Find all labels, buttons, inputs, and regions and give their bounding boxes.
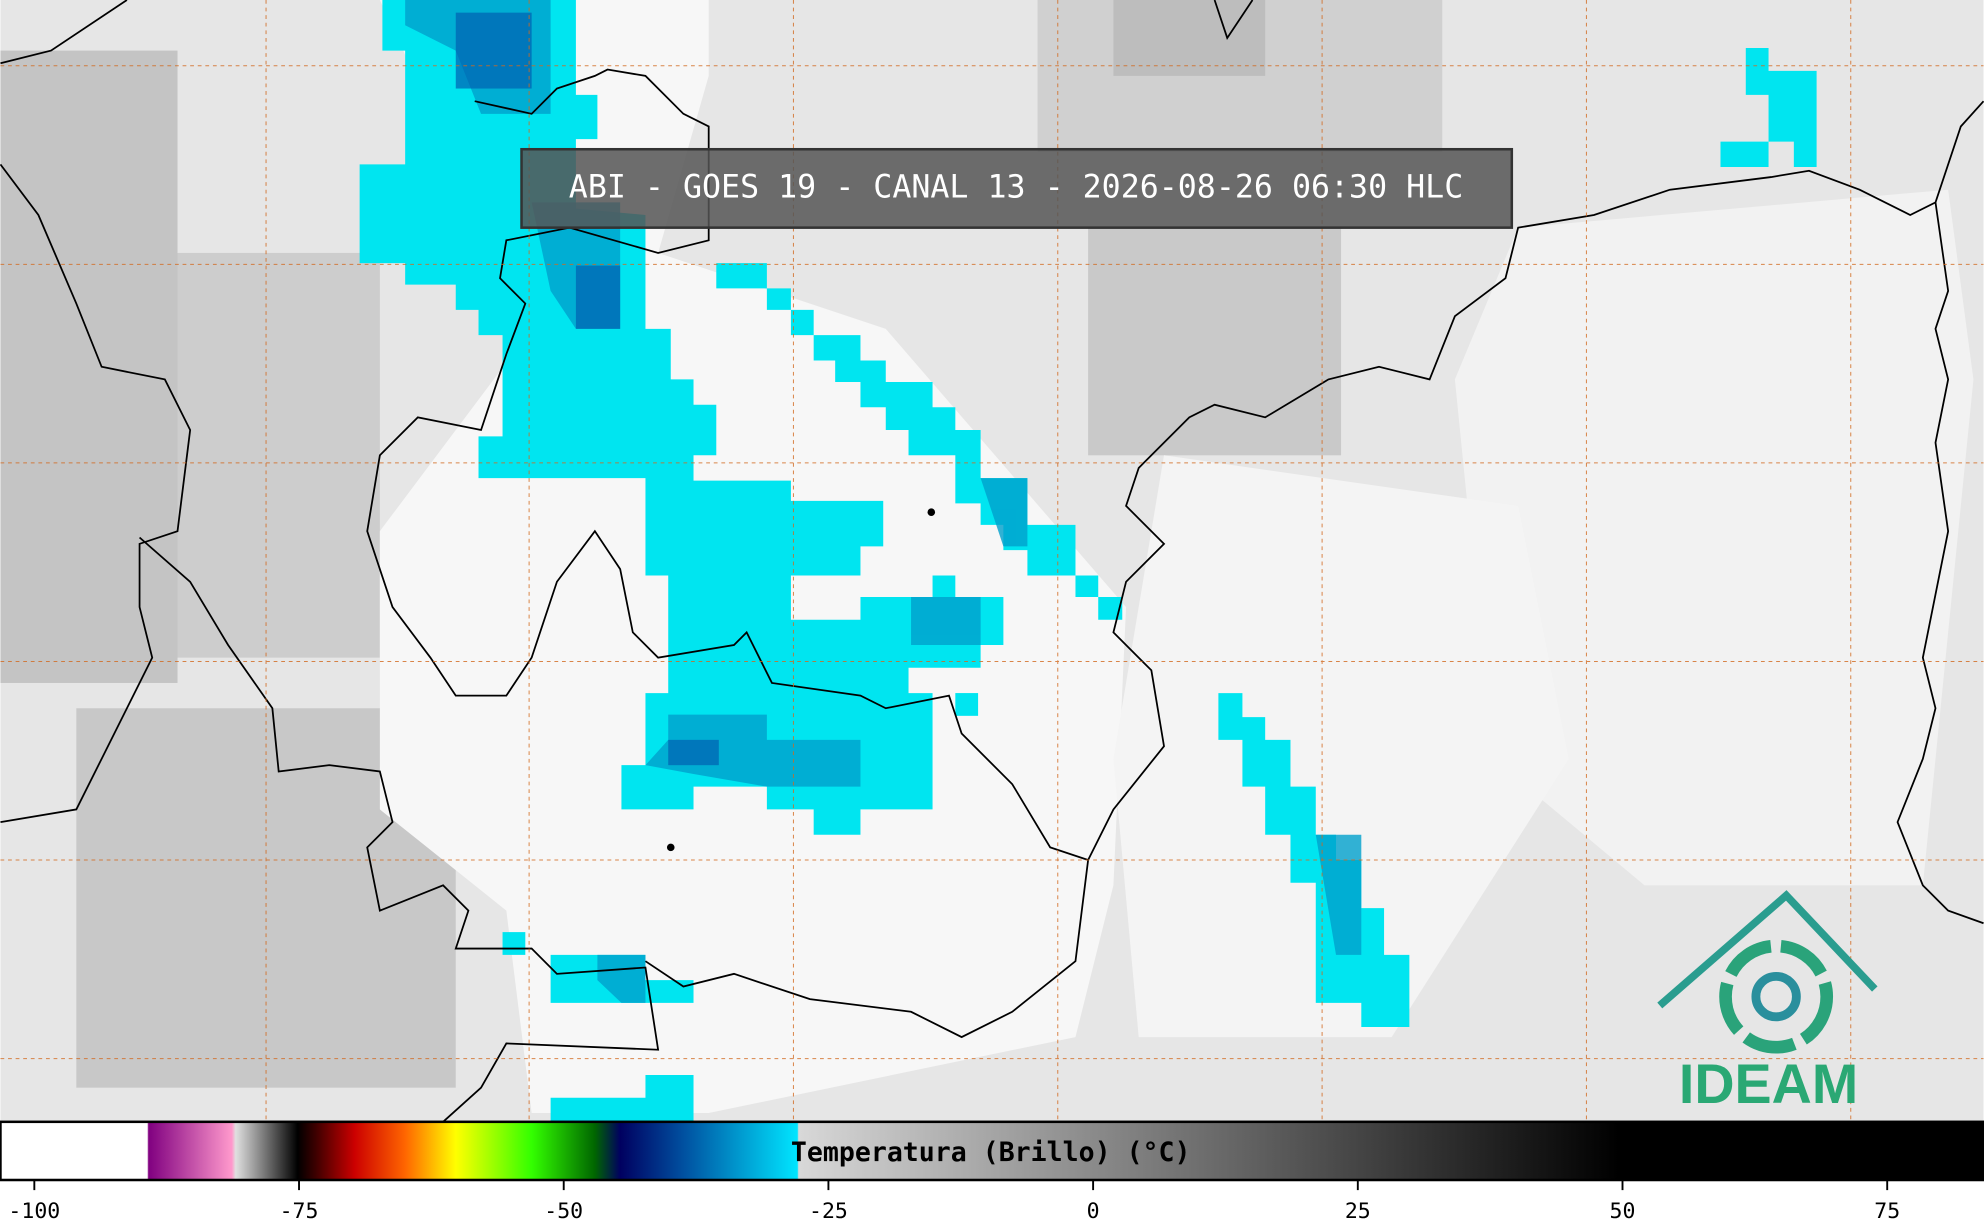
- colorbar-tick-label: 75: [1874, 1199, 1900, 1223]
- logo-text: IDEAM: [1679, 1053, 1858, 1115]
- colorbar-tick-label: -100: [8, 1199, 60, 1223]
- colorbar-tick-label: -25: [809, 1199, 848, 1223]
- colorbar-tick-label: -75: [280, 1199, 319, 1223]
- colorbar: Temperatura (Brillo) (°C): [0, 1120, 1984, 1182]
- title-box: ABI - GOES 19 - CANAL 13 - 2026-08-26 06…: [520, 147, 1514, 229]
- colorbar-tick-label: 50: [1610, 1199, 1636, 1223]
- logo: IDEAM: [1657, 890, 1878, 1115]
- colorbar-label: Temperatura (Brillo) (°C): [791, 1137, 1191, 1168]
- colorbar-tick-label: 25: [1345, 1199, 1371, 1223]
- title: ABI - GOES 19 - CANAL 13 - 2026-08-26 06…: [569, 169, 1463, 205]
- colorbar-ramp: [0, 1120, 1984, 1182]
- colorbar-tick-label: -50: [544, 1199, 583, 1223]
- city-marker: [666, 843, 675, 852]
- city-marker: [927, 508, 936, 517]
- graticule: [0, 0, 1984, 1122]
- colorbar-tick-label: 0: [1087, 1199, 1100, 1223]
